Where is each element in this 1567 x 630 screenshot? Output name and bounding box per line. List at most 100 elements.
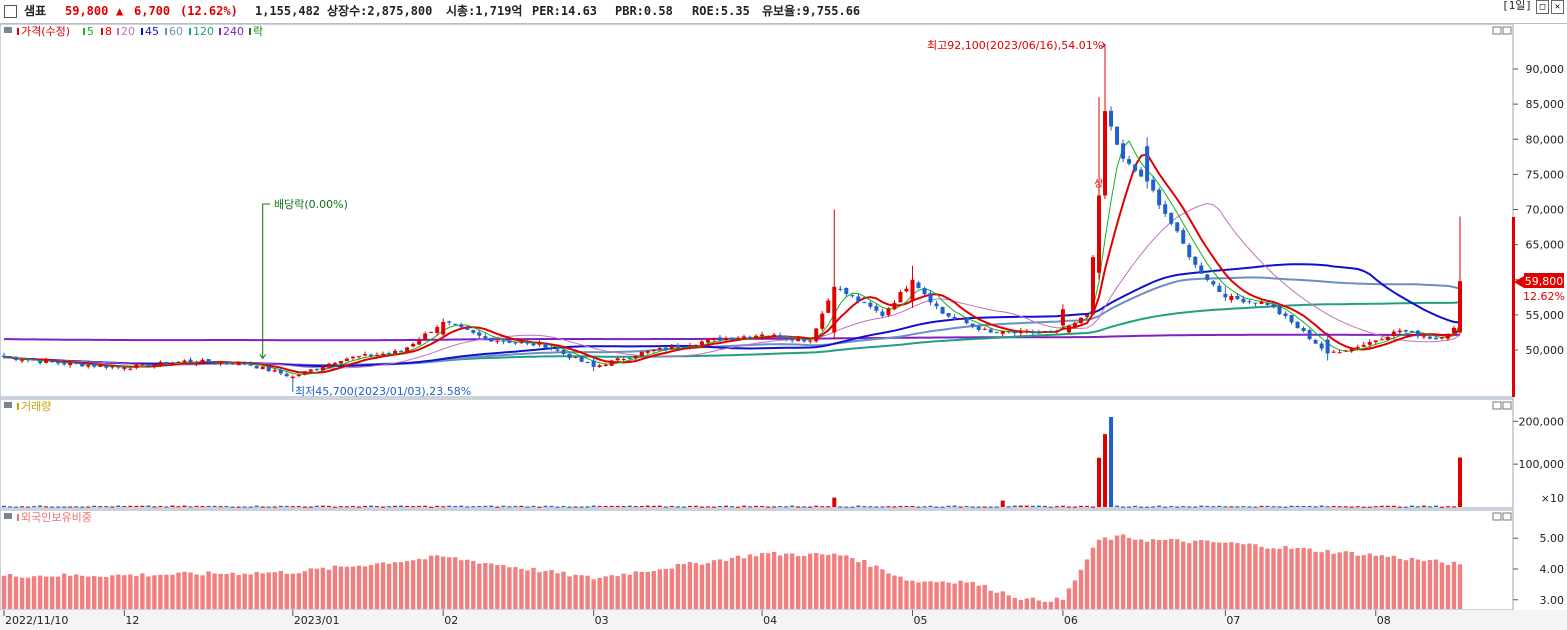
foreign-ratio-bar (1373, 555, 1378, 609)
foreign-ratio-bar (61, 573, 67, 609)
volume-bar (302, 506, 307, 508)
foreign-ratio-bar (783, 553, 789, 609)
volume-bar (742, 505, 747, 507)
candle-body (1445, 333, 1450, 339)
foreign-ratio-bar (1042, 601, 1048, 609)
volume-bar (1145, 506, 1150, 508)
candle-body (1097, 195, 1102, 273)
volume-bar (74, 506, 79, 508)
foreign-ratio-bar (1072, 580, 1078, 609)
stock-chart[interactable]: 가격(수정) 5 8 20 45 60 120 240 락 거래량 외국인보유비중 최고92,1… (0, 24, 1567, 630)
dividend-label: 배당락(0.00%) (274, 198, 348, 211)
volume-bar (1084, 505, 1089, 507)
candle-body (1337, 352, 1342, 354)
volume-bar (1127, 506, 1132, 508)
panel-buttons[interactable] (1492, 26, 1512, 521)
x-tick-label: 12 (125, 614, 139, 627)
foreign-ratio-bar (1096, 539, 1102, 609)
candle-body (405, 347, 410, 352)
candle-body (399, 350, 404, 352)
foreign-ratio-bar (1193, 540, 1198, 609)
candle-body (1331, 351, 1336, 353)
volume-bar (543, 505, 548, 507)
foreign-ratio-bar (1102, 537, 1108, 609)
x-tick-label: 02 (444, 614, 458, 627)
foreign-ratio-bar (356, 565, 362, 609)
candle-body (772, 334, 777, 337)
candle-body (1385, 336, 1390, 340)
legend-marker (101, 28, 103, 35)
legend-marker (17, 28, 19, 35)
volume-bar (435, 505, 440, 507)
foreign-ratio-bar (1036, 600, 1042, 609)
foreign-ratio-bar (362, 566, 368, 609)
candle-body (290, 376, 295, 379)
x-tick-label: 2022/11/10 (5, 614, 68, 627)
foreign-ratio-bar (1217, 542, 1222, 609)
volume-bar (128, 505, 133, 507)
stock-name[interactable]: 샘표 (24, 4, 47, 18)
candle-body (1235, 295, 1240, 300)
candle-body (212, 362, 217, 364)
volume-bar (20, 506, 25, 508)
last-price-value: 59,800 (1525, 275, 1564, 288)
foreign-ratio-bar (410, 560, 416, 609)
foreign-ratio-bar (1325, 549, 1330, 609)
candle-body (1343, 350, 1348, 352)
per-value: PER:14.63 (532, 4, 598, 18)
volume-bar (1241, 506, 1246, 508)
candle-body (934, 303, 939, 307)
volume-bar (633, 506, 638, 508)
candle-body (62, 362, 67, 365)
foreign-ratio-bar (1307, 548, 1312, 609)
foreign-ratio-bar (627, 574, 632, 609)
foreign-ratio-bar (597, 577, 602, 609)
foreign-ratio-bar (880, 569, 885, 609)
volume-bar (308, 506, 313, 508)
candle-body (1000, 331, 1005, 334)
volume-bar (778, 506, 783, 508)
volume-bar (952, 505, 957, 507)
candle-body (1109, 110, 1114, 127)
y-tick-label: 3.00 (1540, 594, 1565, 607)
volume-bar (1151, 506, 1156, 508)
high-annotation: 최고92,100(2023/06/16),54.01% (927, 39, 1106, 55)
volume-bar (928, 505, 933, 507)
x-tick-label: 08 (1377, 614, 1391, 627)
legend-item: 8 (105, 25, 112, 38)
foreign-ratio-bar (404, 561, 410, 609)
foreign-ratio-bar (952, 583, 957, 609)
foreign-ratio-bar (832, 553, 837, 609)
candle-body (158, 361, 163, 366)
volume-bar (423, 505, 428, 507)
volume-bar (1295, 505, 1300, 507)
candle-body (296, 374, 301, 377)
candle-body (272, 370, 277, 372)
legend-marker (219, 28, 221, 35)
legend-item: 락 (253, 25, 263, 38)
select-checkbox[interactable] (4, 5, 17, 18)
change-percent: (12.62%) (180, 4, 238, 18)
panel-collapse-icon[interactable] (4, 402, 12, 408)
foreign-ratio-bar (477, 563, 482, 609)
volume-bar (1078, 505, 1083, 507)
candle-body (567, 353, 572, 359)
foreign-ratio-bar (1114, 535, 1120, 609)
period-selector[interactable]: [1일] (1502, 0, 1532, 12)
volume-bar (1223, 506, 1228, 508)
panel-collapse-icon[interactable] (4, 513, 12, 519)
volume-bar (1433, 505, 1438, 507)
maximize-icon[interactable]: □ (1536, 0, 1549, 14)
foreign-ratio-bar (1343, 551, 1348, 609)
candle-body (844, 287, 849, 295)
foreign-ratio-bar (67, 575, 73, 609)
volume-bar (1139, 506, 1144, 508)
listed-shares: 상장수:2,875,800 (327, 4, 433, 18)
volume-bar (1391, 505, 1396, 507)
candle-body (489, 338, 494, 342)
close-icon[interactable]: ✕ (1551, 0, 1564, 14)
y-tick-label: ×10 (1541, 492, 1564, 505)
foreign-ratio-bar (723, 561, 729, 609)
volume-bar (1066, 506, 1071, 508)
candle-body (26, 359, 31, 361)
